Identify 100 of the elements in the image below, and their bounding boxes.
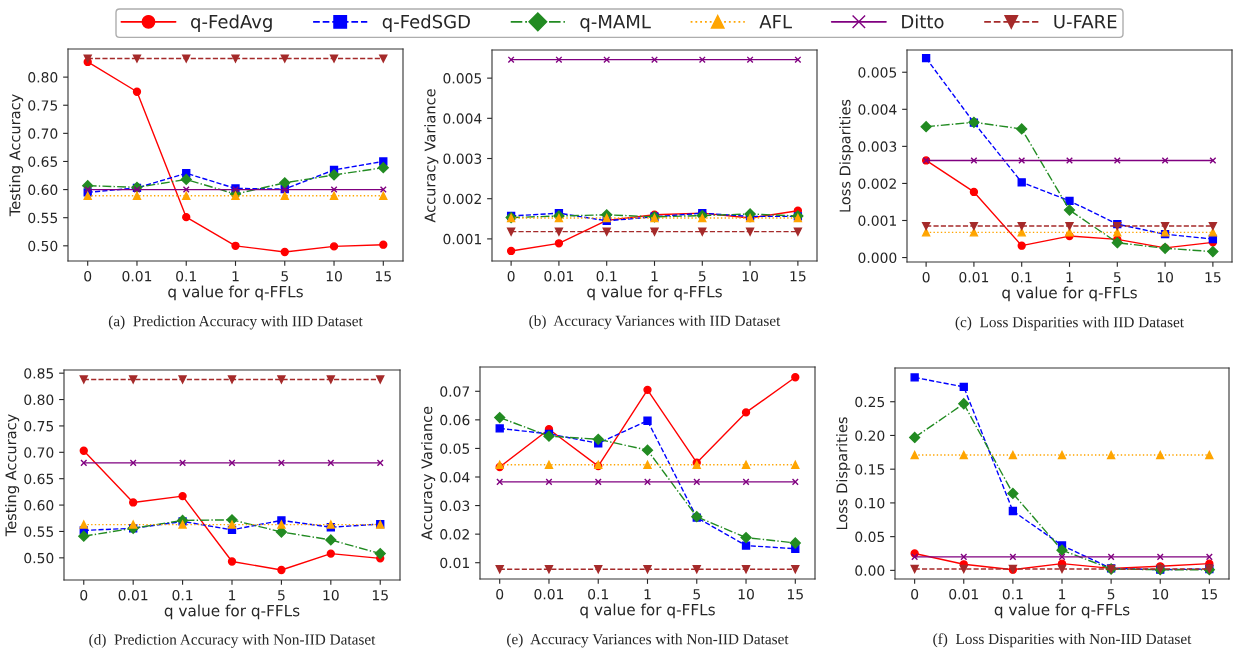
- y-tick-label: 0.003: [443, 153, 482, 164]
- legend-label: U-FARE: [1054, 15, 1117, 29]
- x-tick-label: 1: [229, 590, 236, 601]
- x-tick-label: 0.01: [544, 270, 574, 282]
- x-tick-label: 1: [651, 271, 658, 282]
- x-tick-label: 10: [326, 270, 342, 282]
- x-axis-title: q value for q-FFLs: [168, 285, 303, 301]
- y-tick-label: 0.65: [24, 473, 54, 485]
- x-axis-title: q value for q-FFLs: [1002, 286, 1137, 302]
- y-tick-label: 0.20: [855, 430, 885, 441]
- x-tick-label: 1: [1066, 272, 1073, 283]
- y-tick-label: 0.01: [440, 557, 469, 569]
- y-tick-label: 0.004: [443, 113, 482, 124]
- x-tick-label: 10: [742, 270, 758, 282]
- y-tick-label: 0.15: [855, 464, 885, 475]
- y-tick-label: 0.50: [24, 552, 54, 564]
- y-tick-label: 0.06: [440, 414, 470, 426]
- x-tick-label: 0.01: [949, 588, 978, 600]
- y-axis-title: Accuracy Variance: [424, 89, 439, 223]
- x-tick-label: 1: [232, 271, 239, 282]
- y-tick-label: 0.80: [24, 394, 54, 406]
- x-axis-title: q value for q-FFLs: [164, 604, 300, 620]
- x-tick-label: 5: [693, 589, 700, 600]
- legend-label: q-MAML: [580, 15, 651, 32]
- y-tick-label: 0.005: [858, 67, 897, 78]
- y-tick-label: 0.70: [28, 128, 58, 139]
- y-tick-label: 0.004: [858, 104, 897, 115]
- x-tick-label: 0.01: [959, 271, 989, 283]
- y-tick-label: 0.05: [440, 443, 470, 454]
- y-tick-label: 0.85: [24, 368, 54, 379]
- y-tick-label: 0.50: [28, 240, 58, 252]
- legend-label: AFL: [759, 15, 792, 29]
- y-axis-title: Testing Accuracy: [9, 94, 24, 217]
- y-tick-label: 0.005: [443, 73, 482, 84]
- x-tick-label: 1: [1059, 589, 1066, 600]
- y-tick-label: 0.002: [443, 193, 481, 205]
- x-tick-label: 0.1: [596, 270, 617, 282]
- legend-label: q-FedSGD: [382, 14, 470, 32]
- y-axis-title: Accuracy Variance: [421, 406, 436, 540]
- y-tick-label: 0.002: [858, 178, 896, 189]
- text: (c) Loss Disparities with IID Dataset: [955, 316, 1184, 331]
- x-tick-label: 0: [922, 271, 930, 283]
- x-axis-title: q value for q-FFLs: [580, 603, 715, 619]
- y-tick-label: 0.000: [858, 252, 897, 264]
- y-tick-label: 0.80: [28, 72, 58, 83]
- x-tick-label: 0: [80, 589, 88, 601]
- x-tick-label: 15: [790, 271, 806, 282]
- x-tick-label: 5: [1107, 589, 1115, 600]
- text: (e) Accuracy Variances with Non-IID Dataset: [507, 633, 789, 648]
- x-tick-label: 10: [1152, 588, 1169, 600]
- x-tick-label: 15: [1202, 589, 1217, 600]
- y-tick-label: 0.55: [24, 526, 54, 537]
- y-tick-label: 0.001: [858, 215, 896, 226]
- legend-label: Ditto: [902, 14, 944, 29]
- y-tick-label: 0.55: [28, 212, 58, 224]
- x-tick-label: 0: [911, 588, 919, 600]
- x-tick-label: 0.1: [172, 589, 193, 601]
- x-tick-label: 10: [1157, 271, 1173, 283]
- y-tick-label: 0.25: [855, 396, 885, 408]
- x-tick-label: 5: [281, 271, 288, 282]
- text: (a) Prediction Accuracy with IID Dataset: [108, 315, 363, 330]
- x-tick-label: 5: [1113, 272, 1121, 283]
- text: (d) Prediction Accuracy with Non-IID Dataset: [89, 633, 376, 648]
- x-tick-label: 0.1: [1002, 588, 1023, 600]
- y-axis-title: Loss Disparities: [839, 99, 854, 212]
- x-tick-label: 15: [787, 589, 803, 600]
- x-tick-label: 5: [698, 271, 706, 282]
- x-tick-label: 0.01: [534, 588, 564, 600]
- y-tick-label: 0.10: [855, 497, 885, 509]
- x-tick-label: 0: [507, 270, 515, 282]
- x-axis-title: q value for q-FFLs: [994, 603, 1130, 619]
- x-tick-label: 0.01: [122, 270, 152, 282]
- x-tick-label: 0: [84, 270, 92, 282]
- y-tick-label: 0.60: [24, 500, 54, 511]
- y-tick-label: 0.75: [28, 100, 58, 111]
- y-axis-title: Loss Disparities: [836, 417, 851, 530]
- y-tick-label: 0.70: [24, 447, 54, 458]
- legend-label: q-FedAvg: [191, 14, 272, 32]
- x-tick-label: 0.01: [118, 589, 148, 601]
- y-tick-label: 0.003: [858, 141, 897, 152]
- x-tick-label: 0.1: [588, 588, 608, 600]
- text: (b) Accuracy Variances with IID Dataset: [529, 315, 781, 330]
- y-tick-label: 0.75: [24, 420, 54, 432]
- y-tick-label: 0.03: [440, 500, 470, 512]
- y-tick-label: 0.07: [440, 386, 470, 397]
- x-tick-label: 15: [372, 590, 388, 601]
- y-tick-label: 0.04: [440, 471, 470, 483]
- x-tick-label: 5: [278, 590, 285, 601]
- y-tick-label: 0.65: [28, 156, 58, 167]
- x-tick-label: 10: [323, 589, 339, 601]
- x-tick-label: 10: [738, 588, 754, 600]
- x-tick-label: 0: [496, 588, 504, 600]
- y-tick-label: 0.05: [855, 531, 885, 543]
- x-tick-label: 0.1: [1011, 271, 1032, 283]
- text: (f) Loss Disparities with Non-IID Dataset: [933, 633, 1192, 648]
- x-tick-label: 0.1: [176, 270, 196, 282]
- y-tick-label: 0.00: [855, 565, 885, 576]
- x-axis-title: q value for q-FFLs: [587, 285, 722, 301]
- y-tick-label: 0.02: [440, 529, 469, 540]
- y-tick-label: 0.001: [443, 233, 481, 245]
